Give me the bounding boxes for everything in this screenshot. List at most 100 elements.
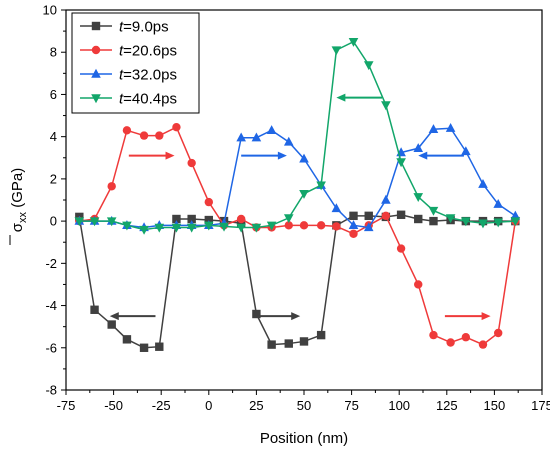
data-point — [478, 178, 488, 188]
data-point — [107, 320, 116, 329]
data-point — [348, 37, 359, 47]
y-tick-label: 8 — [50, 45, 57, 60]
data-point — [414, 280, 423, 289]
data-point — [428, 124, 439, 133]
data-point — [251, 223, 262, 233]
data-point — [396, 244, 406, 253]
data-point — [349, 211, 358, 221]
data-point — [461, 146, 471, 156]
data-point — [299, 221, 309, 230]
arrow-head — [336, 93, 346, 102]
data-point — [252, 309, 261, 319]
data-point — [172, 214, 181, 224]
data-point — [461, 217, 471, 227]
legend-label: t=20.6ps — [119, 43, 177, 60]
data-point — [204, 221, 214, 231]
data-point — [139, 225, 149, 235]
arrow-head — [481, 312, 491, 321]
data-point — [510, 210, 521, 220]
data-point — [266, 221, 277, 231]
data-point — [171, 223, 182, 233]
data-point — [122, 335, 132, 344]
data-point — [187, 214, 196, 224]
legend-marker — [91, 68, 101, 78]
data-point — [494, 328, 503, 338]
y-axis-label-subscript: xx — [17, 211, 29, 223]
arrow-head — [277, 151, 287, 160]
series-line — [78, 214, 516, 349]
legend-marker — [91, 21, 101, 31]
data-point — [236, 223, 246, 233]
data-point — [299, 337, 309, 346]
legend-var: t — [119, 43, 124, 60]
y-tick-label: 0 — [50, 214, 57, 229]
series-line — [79, 127, 516, 229]
x-tick-label: 125 — [436, 398, 458, 413]
x-tick-label: 75 — [344, 398, 358, 413]
data-point — [299, 153, 309, 163]
legend-label: t=9.0ps — [119, 19, 169, 36]
series-line — [79, 126, 517, 346]
legend-value: =20.6ps — [123, 43, 177, 60]
data-point — [284, 221, 293, 230]
data-point — [186, 223, 197, 233]
data-point — [236, 214, 246, 224]
data-point — [446, 338, 455, 347]
data-point — [236, 132, 246, 142]
data-point — [90, 305, 99, 314]
legend-var: t — [119, 67, 124, 84]
y-tick-label: -8 — [45, 383, 57, 398]
legend-marker — [91, 45, 101, 55]
data-point — [122, 126, 132, 135]
y-axis-label-unit: (GPa) — [9, 168, 26, 212]
arrow-head — [291, 312, 301, 321]
data-point — [396, 158, 406, 168]
data-point — [414, 214, 423, 224]
y-tick-label: -6 — [45, 340, 57, 355]
data-point — [445, 123, 456, 132]
data-point — [510, 217, 521, 227]
data-point — [267, 340, 276, 349]
series-line — [79, 40, 516, 231]
data-point — [348, 220, 359, 230]
data-point — [187, 158, 196, 168]
data-point — [204, 197, 213, 207]
x-axis-label: Position (nm) — [260, 430, 348, 447]
data-point — [478, 219, 488, 229]
legend-var: t — [119, 19, 124, 36]
data-point — [413, 193, 424, 203]
data-point — [316, 221, 326, 230]
y-tick-label: 4 — [50, 129, 57, 144]
data-point — [155, 342, 164, 351]
x-tick-label: 150 — [484, 398, 506, 413]
data-point — [331, 46, 342, 56]
data-point — [154, 223, 165, 233]
arrow-head — [418, 151, 428, 160]
data-point — [219, 222, 229, 232]
x-tick-label: -50 — [104, 398, 123, 413]
legend-label: t=40.4ps — [119, 91, 177, 108]
data-point — [122, 221, 132, 231]
data-point — [428, 206, 439, 216]
data-point — [107, 182, 116, 191]
legend-label: t=32.0ps — [119, 67, 177, 84]
data-point — [89, 217, 100, 227]
data-point — [316, 330, 326, 340]
data-point — [155, 131, 164, 140]
direction-arrows — [109, 93, 491, 321]
legend-marker — [91, 94, 101, 104]
data-point — [74, 217, 85, 227]
arrow-head — [109, 312, 119, 321]
y-tick-label: -2 — [45, 256, 57, 271]
data-point — [204, 215, 213, 225]
data-point — [413, 143, 424, 152]
x-tick-label: 25 — [249, 398, 263, 413]
y-tick-label: -4 — [45, 298, 57, 313]
data-point — [172, 122, 181, 132]
data-point — [299, 189, 309, 199]
data-point — [316, 181, 326, 191]
y-axis-label-symbol: σ — [9, 222, 26, 232]
arrow-head — [165, 151, 175, 160]
